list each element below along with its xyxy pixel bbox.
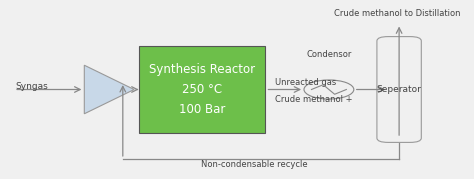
Text: Seperator: Seperator <box>377 85 421 94</box>
Polygon shape <box>84 65 134 114</box>
Text: Unreacted gas: Unreacted gas <box>274 78 336 87</box>
FancyBboxPatch shape <box>139 46 265 133</box>
FancyBboxPatch shape <box>377 37 421 142</box>
Text: Crude methanol +: Crude methanol + <box>274 95 352 104</box>
Text: Synthesis Reactor
250 °C
100 Bar: Synthesis Reactor 250 °C 100 Bar <box>149 63 255 116</box>
Text: Crude methanol to Distillation: Crude methanol to Distillation <box>334 9 460 18</box>
Text: Non-condensable recycle: Non-condensable recycle <box>201 160 308 169</box>
Text: Syngas: Syngas <box>16 81 48 91</box>
Text: Condensor: Condensor <box>306 50 352 59</box>
